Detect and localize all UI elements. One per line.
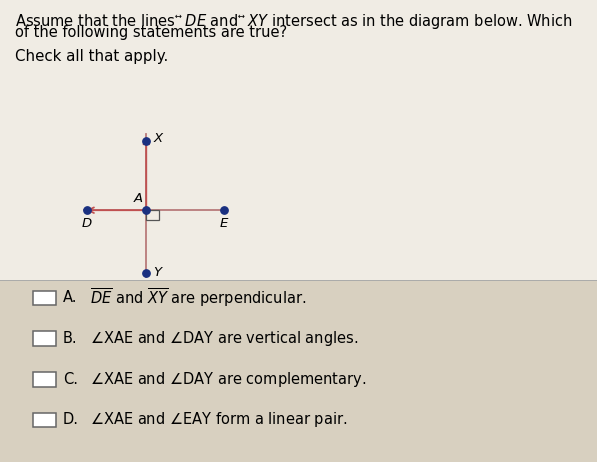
Text: $\angle$XAE and $\angle$DAY are vertical angles.: $\angle$XAE and $\angle$DAY are vertical… [90,329,358,348]
Bar [33,372,56,387]
Text: D.: D. [63,413,79,427]
Text: A: A [134,192,143,205]
Text: C.: C. [63,372,78,387]
Bar [33,331,56,346]
Point [141,207,151,214]
Text: Y: Y [153,266,162,279]
Text: E: E [220,217,228,230]
Bar [33,291,56,305]
Bar [146,210,159,220]
Point [82,207,91,214]
Text: B.: B. [63,331,77,346]
Text: $\overline{DE}$ and $\overline{XY}$ are perpendicular.: $\overline{DE}$ and $\overline{XY}$ are … [90,287,306,309]
Point [141,137,151,145]
Bar [33,413,56,427]
Bar [0,0,597,280]
Point [141,269,151,276]
Text: $\angle$XAE and $\angle$EAY form a linear pair.: $\angle$XAE and $\angle$EAY form a linea… [90,410,347,430]
Text: of the following statements are true?: of the following statements are true? [15,25,287,40]
Text: $\angle$XAE and $\angle$DAY are complementary.: $\angle$XAE and $\angle$DAY are compleme… [90,370,366,389]
Text: X: X [153,132,162,145]
Point [219,207,229,214]
Text: Check all that apply.: Check all that apply. [15,49,168,63]
Bar [0,280,597,462]
Text: D: D [81,217,92,230]
Text: Assume that the lines $\overleftrightarrow{DE}$ and $\overleftrightarrow{XY}$ in: Assume that the lines $\overleftrightarr… [15,12,573,30]
Text: A.: A. [63,291,77,305]
